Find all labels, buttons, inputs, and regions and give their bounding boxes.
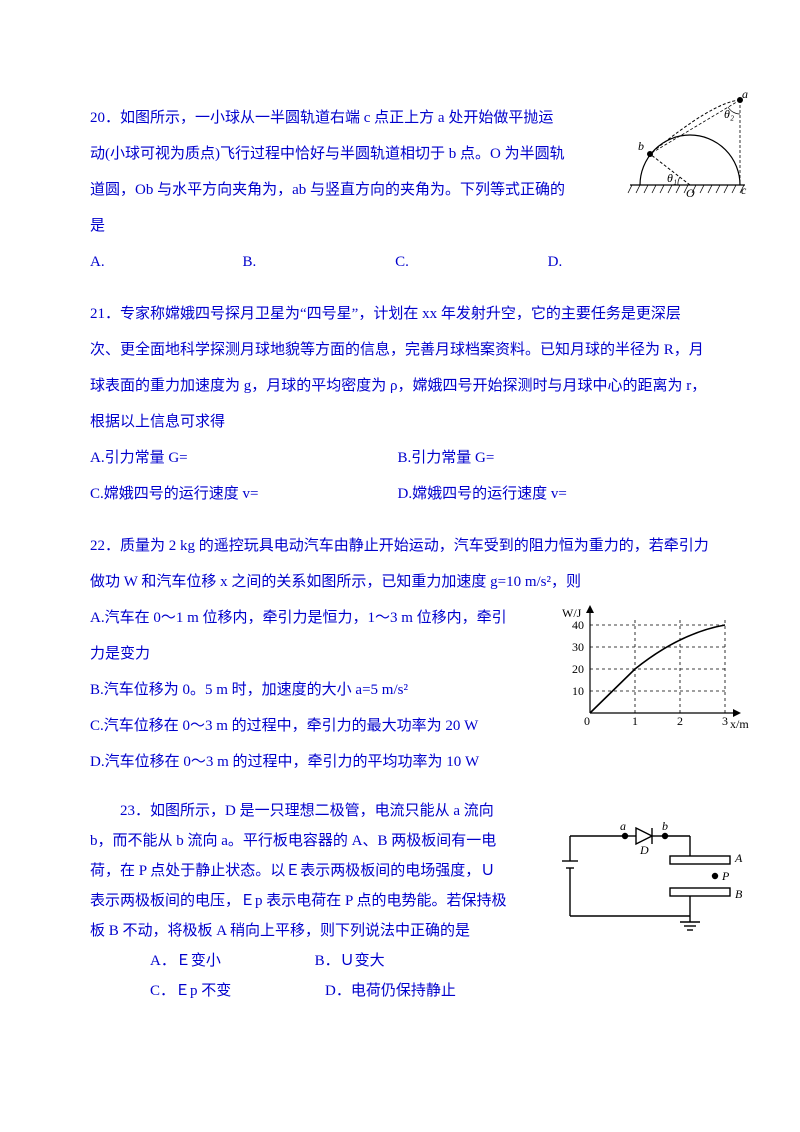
q21-text: 专家称嫦娥四号探月卫星为“四号星”，计划在 xx 年发射升空，它的主要任务是更深… [90,306,706,430]
q22-number: 22． [90,538,120,554]
q21-opt-a[interactable]: A.引力常量 G= [90,440,394,476]
yt4: 40 [572,618,584,632]
q20-number: 20． [90,110,120,126]
label-B: B [735,887,743,901]
xt3: 3 [722,714,728,728]
q20-opt-d[interactable]: D. [548,244,697,280]
yt3: 30 [572,640,584,654]
question-22: W/J x/m 0 1 2 3 10 20 30 40 22．质量为 2 kg … [90,528,710,780]
q22-text: 质量为 2 kg 的遥控玩具电动汽车由静止开始运动，汽车受到的阻力恒为重力的，若… [90,538,709,590]
label-A: A [734,851,743,865]
xt2: 2 [677,714,683,728]
xt0: 0 [584,714,590,728]
q21-opt-c[interactable]: C.嫦娥四号的运行速度 v= [90,476,394,512]
label-c: c [741,183,747,197]
q21-number: 21． [90,306,120,322]
question-23: a b D A B P 23．如图所示，D 是一只理想二极管，电流只能从 a 流… [90,796,710,1006]
q23-number: 23． [120,803,150,819]
q20-line4: 是 [90,208,710,244]
q22-chart: W/J x/m 0 1 2 3 10 20 30 40 [560,603,750,733]
q20-line2: 动(小球可视为质点)飞行过程中恰好与半圆轨道相切于 b 点。O 为半圆轨 [90,136,710,172]
label-a: a [742,90,748,101]
xlabel: x/m [730,717,749,731]
label-D: D [639,843,649,857]
xt1: 1 [632,714,638,728]
q20-figure: a b O c θ₂ θ₁ [620,90,750,200]
question-20: a b O c θ₂ θ₁ 20．如图所示，一小球从一半圆轨道右端 c 点正上方… [90,100,710,280]
q23-opt-b[interactable]: B．Ｕ变大 [285,946,385,976]
label-O: O [686,186,695,200]
q21-opt-d[interactable]: D.嫦娥四号的运行速度 v= [398,476,702,512]
label-b: b [662,819,668,833]
q23-opt-a[interactable]: A．Ｅ变小 [120,946,221,976]
yt2: 20 [572,662,584,676]
q21-opt-b[interactable]: B.引力常量 G= [398,440,702,476]
q23-figure: a b D A B P [550,806,750,936]
q23-opt-c[interactable]: C．Ｅp 不变 [120,976,231,1006]
label-P: P [721,869,730,883]
q20-opt-b[interactable]: B. [243,244,392,280]
q20-opt-c[interactable]: C. [395,244,544,280]
label-b: b [638,139,644,153]
q20-line3: 道圆，Ob 与水平方向夹角为，ab 与竖直方向的夹角为。下列等式正确的 [90,172,710,208]
page: a b O c θ₂ θ₁ 20．如图所示，一小球从一半圆轨道右端 c 点正上方… [0,0,800,1132]
q22-opt-d[interactable]: D.汽车位移在 0～3 m 的过程中，牵引力的平均功率为 10 W [90,744,710,780]
q20-opt-a[interactable]: A. [90,244,239,280]
q23-opt-d[interactable]: D．电荷仍保持静止 [295,976,456,1006]
question-21: 21．专家称嫦娥四号探月卫星为“四号星”，计划在 xx 年发射升空，它的主要任务… [90,296,710,512]
label-theta2: θ₂ [724,107,734,121]
yt1: 10 [572,684,584,698]
q20-line1: 如图所示，一小球从一半圆轨道右端 c 点正上方 a 处开始做平抛运 [120,110,553,126]
label-a: a [620,819,626,833]
q23-text: 如图所示，D 是一只理想二极管，电流只能从 a 流向 b，而不能从 b 流向 a… [90,803,507,939]
label-theta1: θ₁ [667,171,677,185]
